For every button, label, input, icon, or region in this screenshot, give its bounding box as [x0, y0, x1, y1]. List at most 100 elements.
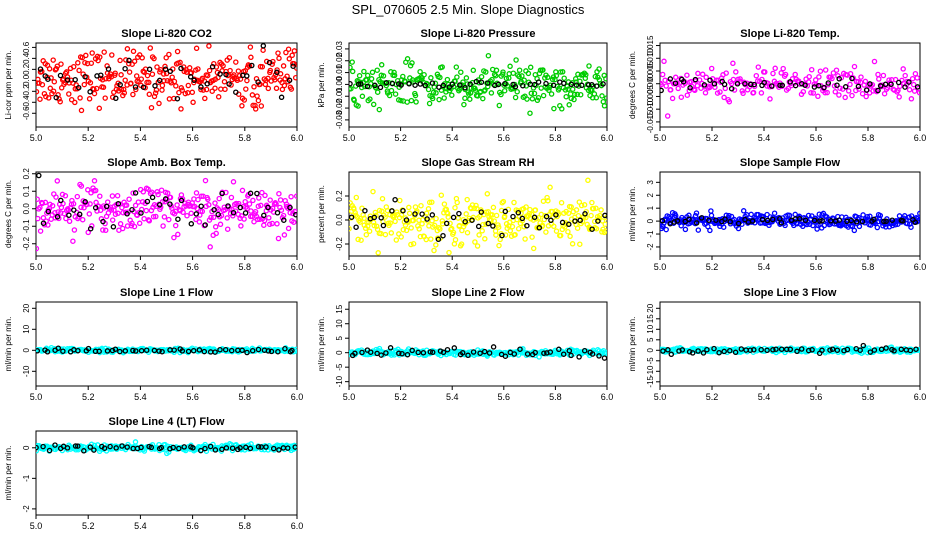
point [720, 224, 727, 230]
point [282, 345, 288, 352]
point [387, 220, 393, 226]
point [431, 247, 437, 254]
point [47, 85, 54, 92]
point [680, 78, 687, 85]
y-tick-label: -10 [335, 375, 344, 387]
point [246, 201, 253, 207]
point [600, 81, 606, 87]
point [767, 96, 773, 102]
point [138, 210, 144, 216]
point [806, 73, 812, 80]
point [109, 52, 115, 58]
point [686, 349, 693, 355]
point [496, 242, 502, 249]
point [104, 348, 111, 354]
point [207, 443, 214, 450]
x-tick-label: 5.4 [134, 392, 147, 402]
point [254, 190, 260, 197]
x-tick-label: 5.2 [394, 392, 407, 402]
point [871, 58, 878, 65]
point [108, 207, 115, 213]
point [213, 230, 219, 237]
point [253, 213, 260, 220]
point [837, 85, 843, 91]
data-points [660, 208, 920, 234]
point [285, 445, 291, 451]
point [92, 204, 99, 211]
point [429, 212, 436, 218]
point [374, 89, 381, 95]
point [267, 67, 274, 74]
point [389, 208, 395, 214]
point [536, 225, 543, 231]
point [573, 207, 580, 213]
point [751, 81, 757, 88]
point [161, 214, 168, 220]
point [241, 97, 248, 103]
x-tick-label: 6.0 [291, 262, 304, 272]
y-tick-label: 3 [646, 180, 655, 185]
point [128, 80, 134, 87]
data-points [36, 172, 297, 252]
point [829, 346, 836, 352]
point [833, 67, 840, 73]
point [880, 72, 887, 79]
point [687, 85, 693, 91]
series-reference [349, 344, 607, 361]
point [678, 94, 685, 100]
point [37, 204, 43, 211]
point [265, 75, 271, 82]
y-tick-label: -10 [646, 365, 655, 377]
x-tick-label: 6.0 [601, 133, 614, 143]
point [228, 194, 235, 201]
point [836, 92, 842, 98]
x-tick-label: 5.0 [343, 392, 356, 402]
point [391, 72, 398, 79]
point [458, 69, 464, 75]
point [721, 81, 728, 88]
point [261, 212, 267, 219]
point [876, 76, 882, 82]
point [496, 102, 503, 109]
point [179, 348, 186, 354]
point [370, 188, 376, 195]
point [830, 70, 837, 76]
point [263, 444, 269, 450]
point [37, 228, 44, 234]
point [593, 205, 599, 211]
point [92, 187, 99, 194]
point [730, 60, 736, 67]
point [832, 89, 839, 95]
point [204, 81, 210, 87]
point [598, 207, 604, 213]
point [490, 223, 496, 229]
point [786, 212, 793, 219]
point [87, 80, 94, 86]
point [910, 81, 917, 88]
point [202, 177, 209, 184]
y-tick-label: 0.0 [22, 203, 31, 215]
point [534, 97, 541, 104]
point [349, 214, 355, 220]
point [205, 196, 211, 203]
point [412, 82, 418, 88]
point [377, 84, 384, 91]
point [97, 54, 103, 60]
point [450, 229, 457, 236]
point [131, 223, 138, 230]
point [572, 218, 578, 224]
y-tick-label: 10 [646, 324, 655, 333]
point [519, 217, 526, 224]
point [478, 209, 485, 215]
y-tick-label: -0.03 [335, 110, 344, 129]
point [171, 95, 177, 102]
y-axis-label: degrees C per min. [4, 180, 13, 248]
point [72, 443, 79, 449]
point [386, 92, 393, 99]
x-tick-label: 5.2 [394, 133, 407, 143]
point [286, 77, 293, 84]
data-points [349, 52, 607, 116]
point [431, 222, 438, 229]
point [250, 102, 256, 109]
point [190, 445, 196, 451]
